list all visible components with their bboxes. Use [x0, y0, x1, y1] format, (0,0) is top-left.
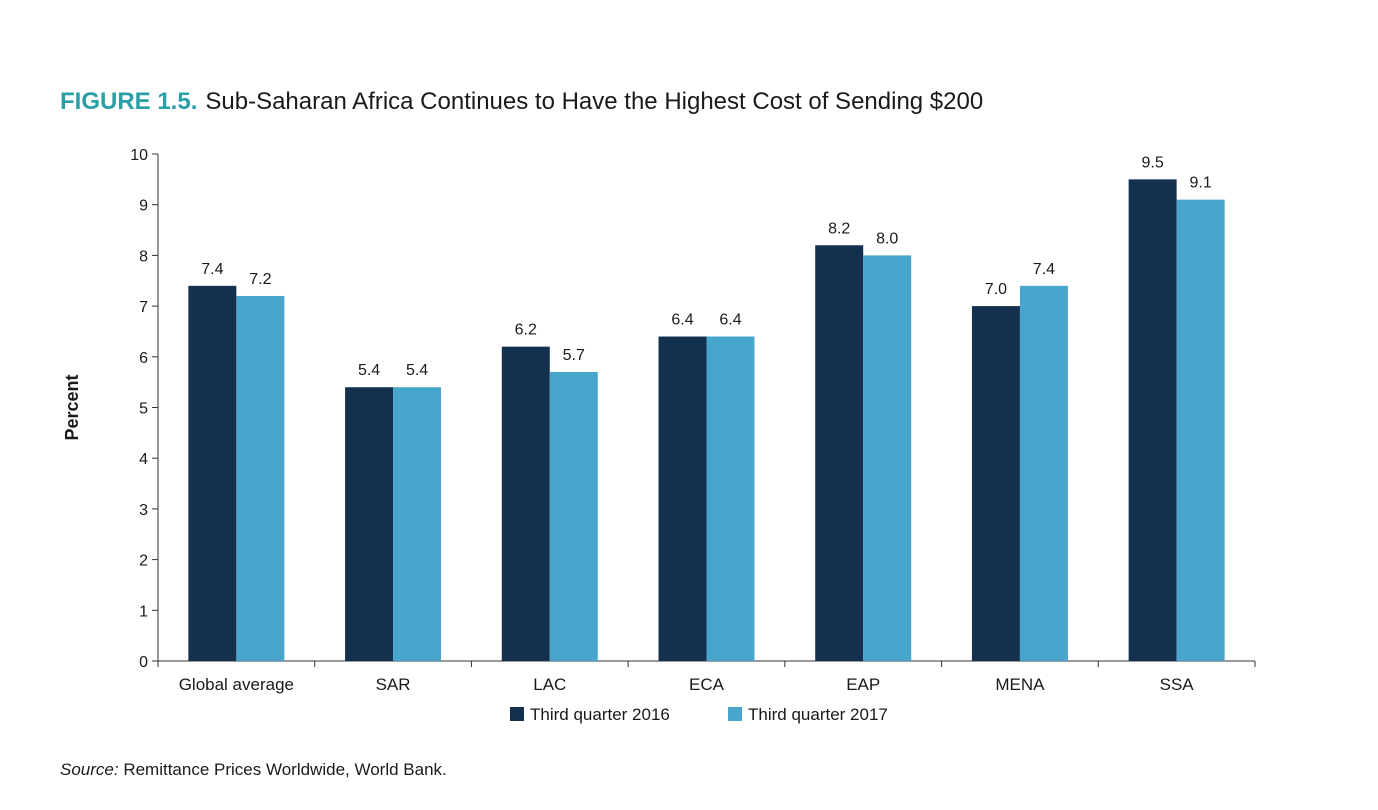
category-label: EAP	[846, 675, 880, 694]
bar	[815, 245, 864, 661]
category-label: MENA	[995, 675, 1045, 694]
bar	[549, 372, 598, 661]
bar	[1019, 285, 1068, 661]
bar-value-label: 8.0	[876, 230, 898, 247]
y-tick-label: 10	[130, 147, 148, 164]
bar-value-label: 7.4	[201, 261, 223, 278]
bar-value-label: 9.5	[1142, 154, 1164, 171]
y-tick-label: 7	[139, 299, 148, 316]
legend-swatch	[728, 707, 742, 721]
bar-chart: 0 1 2 3 4 5 6 7 8 9 10 Percent 7.4 7.2 Global average 5…	[62, 147, 1256, 724]
y-tick-label: 9	[139, 198, 148, 215]
legend-label: Third quarter 2017	[748, 705, 888, 724]
y-tick-label: 2	[139, 553, 148, 570]
bar-value-label: 5.4	[358, 362, 380, 379]
category-label: ECA	[689, 675, 725, 694]
bar	[393, 387, 442, 661]
category-label: SAR	[376, 675, 411, 694]
category-label: LAC	[533, 675, 566, 694]
y-axis-title: Percent	[62, 374, 82, 440]
legend-label: Third quarter 2016	[530, 705, 670, 724]
bar-value-label: 5.4	[406, 362, 428, 379]
source-note: Source: Remittance Prices Worldwide, Wor…	[60, 760, 447, 780]
y-tick-label: 0	[139, 654, 148, 671]
bar	[236, 295, 285, 661]
y-tick-label: 8	[139, 248, 148, 265]
bar-value-label: 5.7	[563, 347, 585, 364]
bar	[1176, 199, 1225, 661]
source-text: Remittance Prices Worldwide, World Bank.	[118, 760, 447, 779]
bar-value-label: 7.4	[1033, 261, 1055, 278]
bar-value-label: 6.2	[515, 322, 537, 339]
category-label: SSA	[1160, 675, 1195, 694]
bar	[863, 255, 912, 661]
bar-value-label: 7.2	[249, 271, 271, 288]
bar-value-label: 9.1	[1190, 175, 1212, 192]
bar	[188, 285, 237, 661]
bar-value-label: 7.0	[985, 281, 1007, 298]
bar-value-label: 6.4	[719, 312, 741, 329]
y-tick-label: 3	[139, 502, 148, 519]
y-tick-label: 6	[139, 350, 148, 367]
chart-title: FIGURE 1.5. Sub-Saharan Africa Continues …	[60, 88, 983, 116]
bar-value-label: 8.2	[828, 220, 850, 237]
bar	[706, 336, 755, 661]
bar-value-label: 6.4	[671, 312, 693, 329]
legend-swatch	[510, 707, 524, 721]
y-tick-label: 4	[139, 451, 148, 468]
figure-title: Sub-Saharan Africa Continues to Have the…	[205, 88, 984, 115]
bar	[345, 387, 394, 661]
figure-label: FIGURE 1.5.	[60, 88, 198, 115]
bar	[501, 346, 550, 661]
bar	[1128, 179, 1177, 661]
y-tick-label: 5	[139, 401, 148, 418]
y-tick-label: 1	[139, 603, 148, 620]
source-label: Source:	[60, 760, 119, 779]
bar	[971, 306, 1020, 661]
bar	[658, 336, 707, 661]
category-label: Global average	[179, 675, 294, 694]
